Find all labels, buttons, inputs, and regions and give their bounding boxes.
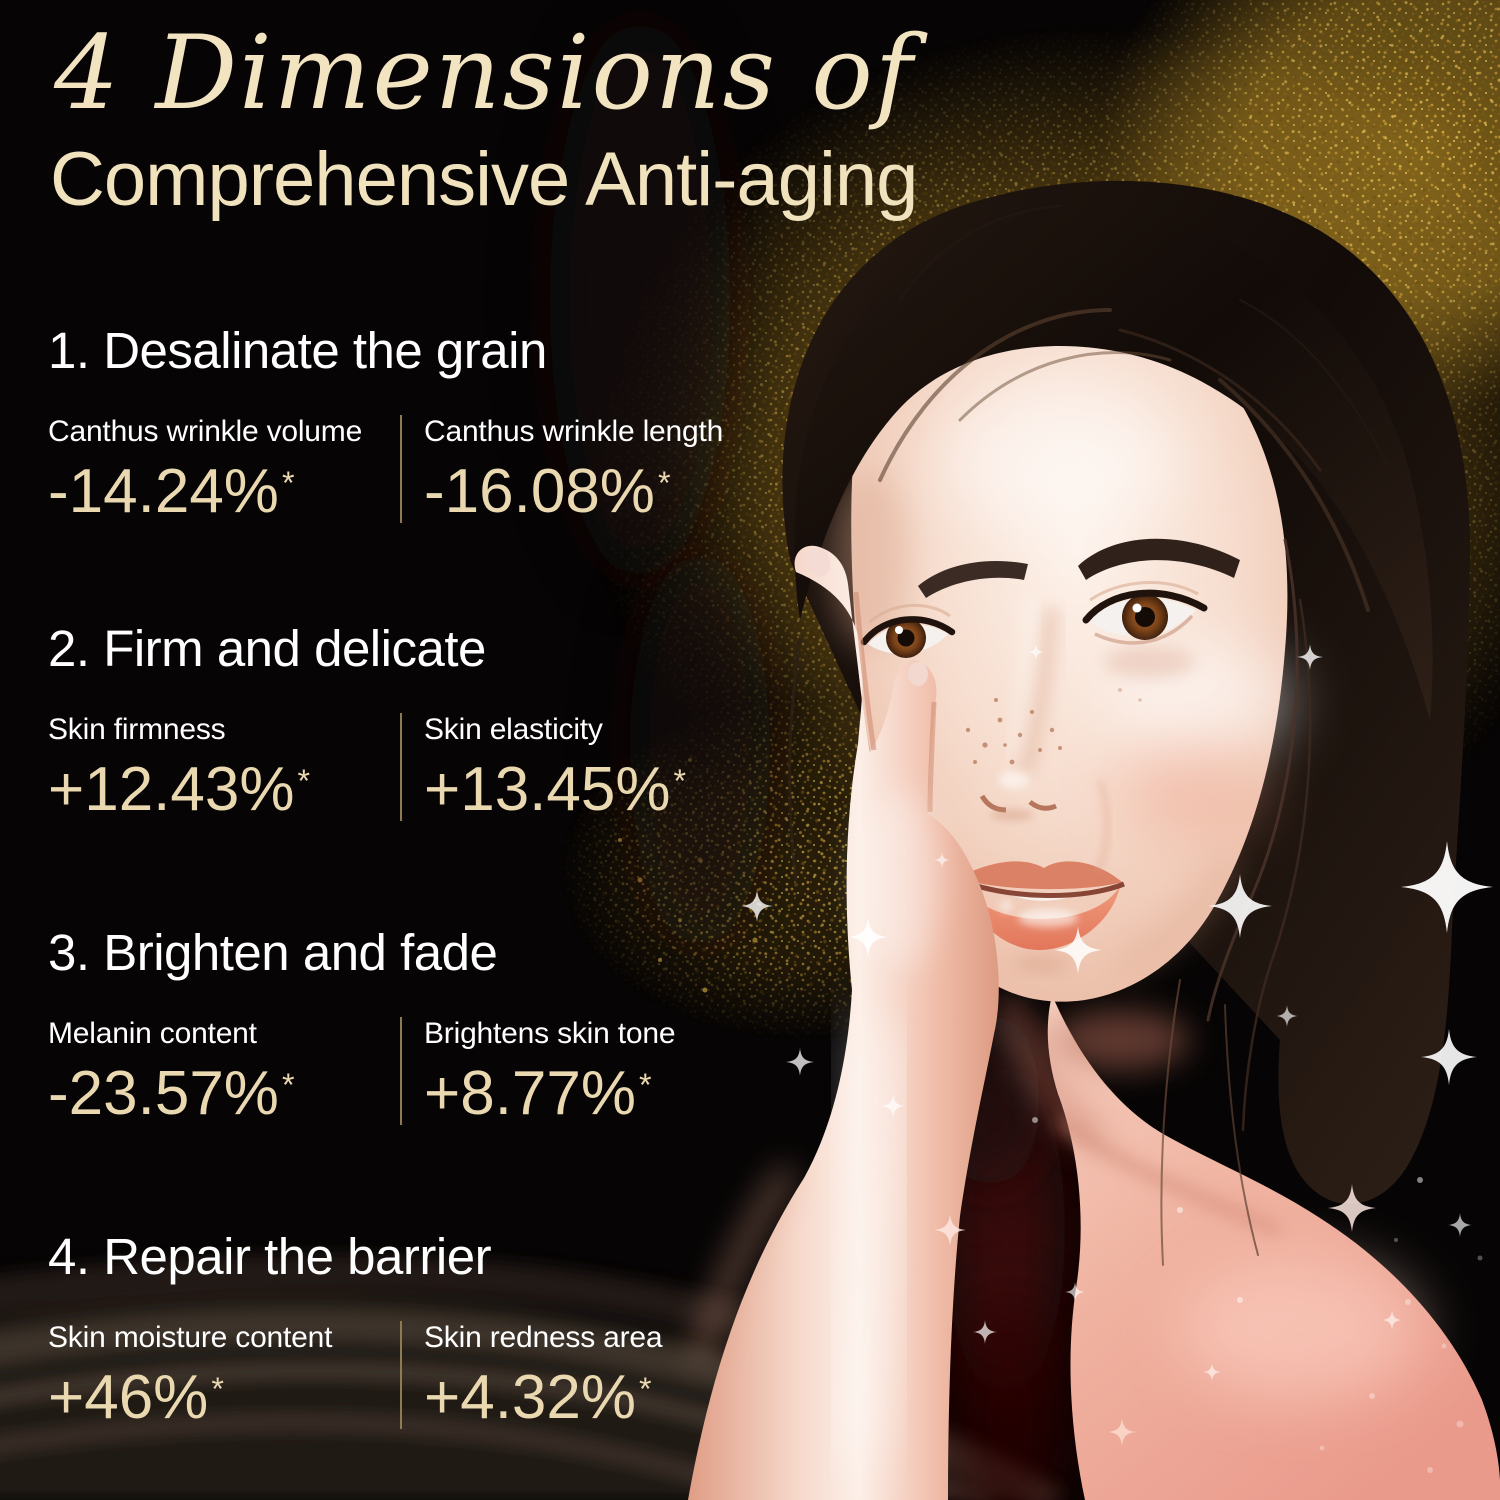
stat-label: Brightens skin tone: [424, 1017, 676, 1051]
section-heading: 3. Brighten and fade: [48, 924, 498, 981]
fingernail: [805, 547, 831, 577]
section-repair: 4. Repair the barrier Skin moisture cont…: [48, 1226, 788, 1433]
hair-front: [794, 205, 1433, 720]
right-eye: [1082, 581, 1208, 645]
face: [830, 300, 1290, 1002]
hand-arm: [688, 545, 999, 1500]
stat: Skin elasticity +13.45%*: [424, 713, 686, 821]
fingernail: [908, 662, 928, 686]
stats-row: Melanin content -23.57%* Brightens skin …: [48, 1017, 788, 1129]
section-firm: 2. Firm and delicate Skin firmness +12.4…: [48, 618, 788, 822]
hair-strands: [788, 538, 1312, 1266]
background-glow: [550, 20, 1075, 1500]
stat: Canthus wrinkle volume -14.24%*: [48, 415, 400, 523]
stat-label: Skin firmness: [48, 713, 226, 747]
right-eyebrow: [1078, 538, 1240, 580]
footnote-marker: *: [281, 1067, 295, 1104]
stat-divider: [400, 1017, 402, 1126]
section-heading: 1. Desalinate the grain: [48, 322, 547, 379]
section-desalinate: 1. Desalinate the grain Canthus wrinkle …: [48, 320, 788, 524]
stat-value: +8.77%*: [424, 1059, 652, 1129]
nose: [979, 599, 1060, 821]
stats-row: Skin firmness +12.43%* Skin elasticity +…: [48, 713, 788, 822]
stat-value: +4.32%*: [424, 1363, 652, 1433]
page-title-script: 4 Dimensions of: [54, 14, 915, 133]
stat: Melanin content -23.57%*: [48, 1017, 400, 1125]
stat-value: -16.08%*: [424, 457, 671, 527]
stats-row: Canthus wrinkle volume -14.24%* Canthus …: [48, 415, 788, 524]
stat-value: +46%*: [48, 1363, 224, 1433]
sparkles: [741, 644, 1493, 1446]
section-heading: 4. Repair the barrier: [48, 1228, 492, 1285]
footnote-marker: *: [639, 1067, 652, 1104]
footnote-marker: *: [639, 1371, 652, 1408]
footnote-marker: *: [281, 465, 295, 502]
stat-divider: [400, 415, 402, 524]
stat-label: Skin moisture content: [48, 1321, 333, 1355]
stat: Skin moisture content +46%*: [48, 1321, 400, 1429]
stat-label: Canthus wrinkle volume: [48, 415, 363, 449]
footnote-marker: *: [297, 763, 311, 800]
water-droplets: [1319, 1238, 1483, 1473]
section-brighten: 3. Brighten and fade Melanin content -23…: [48, 922, 788, 1129]
stat: Canthus wrinkle length -16.08%*: [424, 415, 723, 523]
stat: Skin firmness +12.43%*: [48, 713, 400, 821]
stat-value: +12.43%*: [48, 755, 311, 825]
stat-label: Melanin content: [48, 1017, 257, 1051]
stat: Skin redness area +4.32%*: [424, 1321, 663, 1433]
stat-divider: [400, 1321, 402, 1430]
footnote-marker: *: [657, 465, 671, 502]
stat-value: -23.57%*: [48, 1059, 295, 1129]
stat-value: -14.24%*: [48, 457, 295, 527]
footnote-marker: *: [673, 763, 687, 800]
stat-label: Canthus wrinkle length: [424, 415, 724, 449]
section-heading: 2. Firm and delicate: [48, 620, 486, 677]
stat-label: Skin elasticity: [424, 713, 603, 747]
stat: Brightens skin tone +8.77%*: [424, 1017, 676, 1129]
left-eye: [860, 603, 956, 658]
stats-row: Skin moisture content +46%* Skin redness…: [48, 1321, 788, 1433]
lips: [957, 861, 1125, 972]
footnote-marker: *: [211, 1371, 224, 1408]
left-eyebrow: [918, 560, 1028, 598]
stat-label: Skin redness area: [424, 1321, 663, 1355]
stat-divider: [400, 713, 402, 822]
stat-value: +13.45%*: [424, 755, 687, 825]
freckles: [965, 688, 1142, 765]
page-title-sans: Comprehensive Anti-aging: [50, 137, 918, 222]
